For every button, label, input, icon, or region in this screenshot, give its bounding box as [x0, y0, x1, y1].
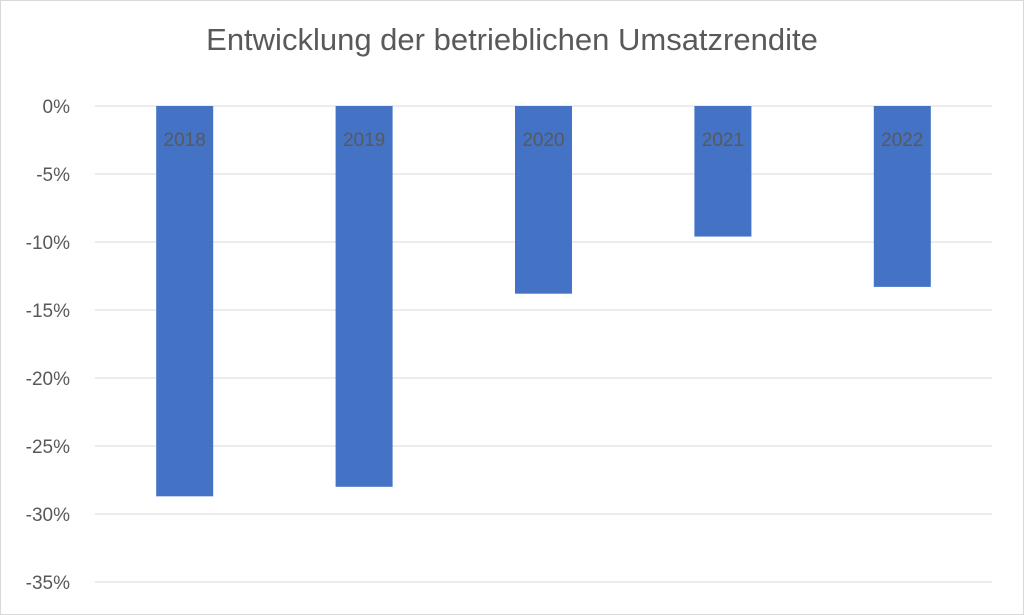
y-tick-label: -15% [26, 301, 70, 322]
category-label: 2019 [343, 130, 385, 151]
y-tick-label: -30% [26, 505, 70, 526]
chart-title: Entwicklung der betrieblichen Umsatzrend… [206, 22, 818, 57]
y-tick-label: 0% [43, 97, 71, 118]
category-label: 2022 [881, 130, 923, 151]
y-tick-label: -20% [26, 369, 70, 390]
bar-2019 [335, 106, 393, 487]
category-label: 2021 [702, 130, 744, 151]
category-label: 2020 [522, 130, 564, 151]
y-tick-label: -25% [26, 437, 70, 458]
y-tick-label: -35% [26, 573, 70, 594]
bar-2021 [694, 106, 752, 237]
category-label: 2018 [164, 130, 206, 151]
bar-2018 [156, 106, 214, 497]
y-tick-label: -5% [36, 165, 70, 186]
bar-2020 [515, 106, 572, 294]
y-axis-tick-labels: 0% -5% -10% -15% -20% -25% -30% -35% [26, 97, 70, 594]
bars [156, 106, 931, 497]
category-labels: 2018 2019 2020 2021 2022 [164, 130, 924, 151]
y-tick-label: -10% [26, 233, 70, 254]
bar-2022 [873, 106, 931, 287]
